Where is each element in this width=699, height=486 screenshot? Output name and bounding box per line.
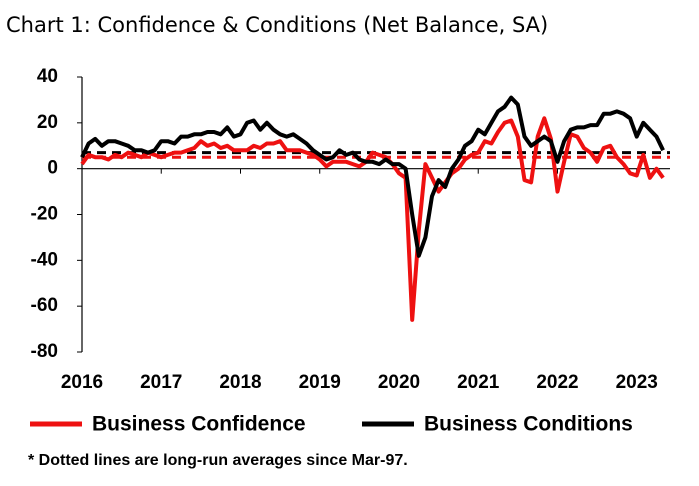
series-line <box>80 116 665 322</box>
series-line <box>80 95 665 258</box>
y-tick-label: 0 <box>47 158 58 179</box>
x-tick-label: 2022 <box>536 372 578 393</box>
x-tick-label: 2016 <box>61 372 103 393</box>
y-tick-label: 40 <box>37 66 58 87</box>
legend-label: Business Confidence <box>92 413 306 436</box>
x-tick-label: 2019 <box>299 372 341 393</box>
footnote: * Dotted lines are long-run averages sin… <box>28 452 408 469</box>
y-tick-label: -60 <box>31 295 58 316</box>
y-tick-label: -80 <box>31 341 58 362</box>
y-tick-label: -20 <box>31 204 58 225</box>
y-tick-label: 20 <box>37 112 58 133</box>
x-tick-label: 2017 <box>140 372 182 393</box>
chart-title: Chart 1: Confidence & Conditions (Net Ba… <box>6 13 548 37</box>
y-tick-label: -40 <box>31 249 58 270</box>
x-tick-label: 2020 <box>378 372 420 393</box>
x-tick-label: 2023 <box>616 372 658 393</box>
x-tick-label: 2018 <box>219 372 261 393</box>
legend-label: Business Conditions <box>424 413 633 436</box>
x-tick-label: 2021 <box>457 372 500 393</box>
